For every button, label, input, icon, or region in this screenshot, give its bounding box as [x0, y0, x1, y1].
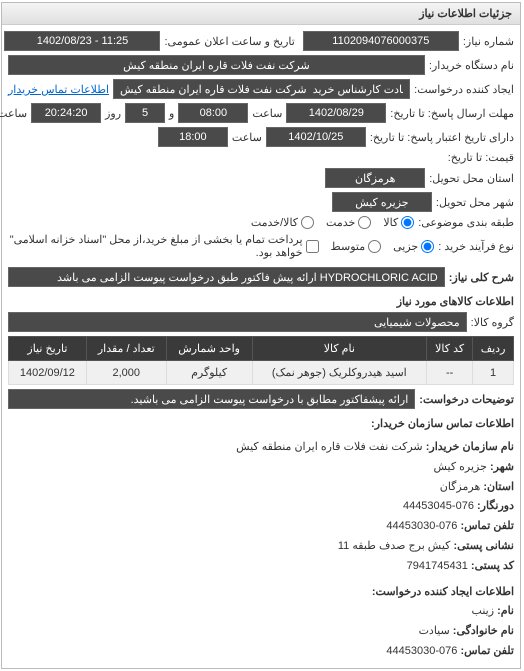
td-name: اسید هیدروکلریک (جوهر نمک): [253, 361, 428, 385]
valid-hour-label: ساعت: [233, 131, 263, 144]
td-qty: 2,000: [87, 361, 167, 385]
info-city-val: جزیره کیش: [435, 461, 488, 473]
creator-heading: اطلاعات ایجاد کننده درخواست:: [9, 583, 515, 603]
info-city-lbl: شهر:: [491, 461, 515, 473]
radio-both[interactable]: کالا/خدمت: [252, 216, 315, 229]
province-label: استان محل تحویل:: [430, 172, 515, 185]
remaining-field[interactable]: [32, 103, 102, 123]
need-number-field[interactable]: [304, 31, 460, 51]
radio-both-label: کالا/خدمت: [252, 216, 299, 229]
announce-datetime-field[interactable]: [5, 31, 161, 51]
desc-field[interactable]: [9, 267, 446, 287]
valid-until-label: دارای تاریخ اعتبار پاسخ: تا تاریخ:: [371, 131, 515, 144]
info-province-val: هرمزگان: [441, 481, 482, 493]
goods-table: ردیف کد کالا نام کالا واحد شمارش تعداد /…: [9, 336, 515, 385]
info-postal-val: کیش برج صدف طبقه 11: [339, 540, 452, 552]
th-name: نام کالا: [253, 337, 428, 361]
desc-label: شرح کلی نیاز:: [450, 271, 515, 284]
deadline-hour-field[interactable]: [179, 103, 249, 123]
info-fax-lbl: دورنگار:: [478, 500, 515, 512]
province-field[interactable]: [326, 168, 426, 188]
info-postal-lbl: نشانی پستی:: [454, 540, 515, 552]
radio-goods[interactable]: کالا: [384, 216, 415, 229]
info-cphone-lbl: تلفن تماس:: [461, 645, 515, 657]
checkbox-note-label: پرداخت تمام یا بخشی از مبلغ خرید،از محل …: [9, 233, 304, 259]
th-qty: تعداد / مقدار: [87, 337, 167, 361]
remaining-label: ساعت باقی مانده: [0, 107, 28, 120]
info-fax-val: 076-44453045: [404, 500, 475, 512]
table-header-row: ردیف کد کالا نام کالا واحد شمارش تعداد /…: [10, 337, 515, 361]
info-family-val: سیادت: [420, 625, 451, 637]
request-notes-field[interactable]: [9, 389, 416, 409]
td-row: 1: [474, 361, 515, 385]
contact-info-block: نام سازمان خریدار: شرکت نفت فلات قاره ای…: [9, 438, 515, 662]
td-date: 1402/09/12: [10, 361, 88, 385]
request-notes-label: توضیحات درخواست:: [420, 393, 515, 406]
need-number-label: شماره نیاز:: [464, 35, 515, 48]
table-row[interactable]: 1 -- اسید هیدروکلریک (جوهر نمک) کیلوگرم …: [10, 361, 515, 385]
deadline-label: مهلت ارسال پاسخ: تا تاریخ:: [391, 107, 515, 120]
info-province-lbl: استان:: [484, 481, 515, 493]
buyer-org-field[interactable]: [9, 55, 426, 75]
checkbox-note-input[interactable]: [307, 240, 320, 253]
deadline-hour-label: ساعت: [253, 107, 283, 120]
radio-minor[interactable]: جزیی: [394, 240, 435, 253]
details-panel: جزئیات اطلاعات نیاز شماره نیاز: تاریخ و …: [2, 2, 522, 669]
info-name-lbl: نام:: [498, 605, 515, 617]
city-label: شهر محل تحویل:: [437, 196, 515, 209]
radio-both-input[interactable]: [302, 216, 315, 229]
valid-hour-field[interactable]: [159, 127, 229, 147]
radio-medium[interactable]: متوسط: [332, 240, 383, 253]
radio-medium-input[interactable]: [369, 240, 382, 253]
th-date: تاریخ نیاز: [10, 337, 88, 361]
category-radio-group: کالا خدمت کالا/خدمت: [252, 216, 415, 229]
radio-minor-input[interactable]: [422, 240, 435, 253]
org-name-val: شرکت نفت فلات قاره ایران منطقه کیش: [237, 441, 424, 453]
deadline-days-after: روز: [106, 107, 122, 120]
info-cphone-val: 076-44453030: [387, 645, 458, 657]
th-row: ردیف: [474, 337, 515, 361]
deadline-days-field[interactable]: [126, 103, 166, 123]
city-field[interactable]: [333, 192, 433, 212]
category-label: طبقه بندی موضوعی:: [419, 216, 515, 229]
th-code: کد کالا: [428, 337, 474, 361]
contact-link[interactable]: اطلاعات تماس خریدار: [9, 83, 110, 96]
info-phone-val: 076-44453030: [387, 520, 458, 532]
deadline-days-pre: و: [170, 107, 175, 120]
info-name-val: زینب: [473, 605, 496, 617]
radio-service[interactable]: خدمت: [327, 216, 372, 229]
buyer-org-label: نام دستگاه خریدار:: [430, 59, 515, 72]
request-creator-field[interactable]: [114, 79, 411, 99]
panel-body: شماره نیاز: تاریخ و ساعت اعلان عمومی: نا…: [3, 25, 521, 668]
goods-group-field[interactable]: [9, 312, 468, 332]
radio-minor-label: جزیی: [394, 240, 419, 253]
radio-service-input[interactable]: [359, 216, 372, 229]
checkbox-note[interactable]: پرداخت تمام یا بخشی از مبلغ خرید،از محل …: [9, 233, 320, 259]
org-name-lbl: نام سازمان خریدار:: [427, 441, 515, 453]
info-family-lbl: نام خانوادگی:: [454, 625, 515, 637]
deadline-date-field[interactable]: [287, 103, 387, 123]
td-code: --: [428, 361, 474, 385]
info-phone-lbl: تلفن تماس:: [461, 520, 515, 532]
info-postcode-lbl: کد پستی:: [472, 560, 515, 572]
radio-medium-label: متوسط: [332, 240, 367, 253]
radio-goods-label: کالا: [384, 216, 399, 229]
th-unit: واحد شمارش: [167, 337, 253, 361]
info-postcode-val: 7941745431: [408, 560, 469, 572]
goods-info-title: اطلاعات کالاهای مورد نیاز: [9, 295, 515, 308]
goods-group-label: گروه کالا:: [472, 316, 515, 329]
radio-service-label: خدمت: [327, 216, 356, 229]
announce-label: تاریخ و ساعت اعلان عمومی:: [165, 35, 295, 48]
process-radio-group: جزیی متوسط پرداخت تمام یا بخشی از مبلغ خ…: [9, 233, 435, 259]
request-creator-label: ایجاد کننده درخواست:: [415, 83, 515, 96]
panel-title: جزئیات اطلاعات نیاز: [3, 3, 521, 25]
process-label: نوع فرآیند خرید :: [439, 240, 515, 253]
radio-goods-input[interactable]: [402, 216, 415, 229]
td-unit: کیلوگرم: [167, 361, 253, 385]
valid-date-field[interactable]: [267, 127, 367, 147]
contact-heading: اطلاعات تماس سازمان خریدار:: [9, 417, 515, 430]
price-until-label: قیمت: تا تاریخ:: [449, 151, 515, 164]
